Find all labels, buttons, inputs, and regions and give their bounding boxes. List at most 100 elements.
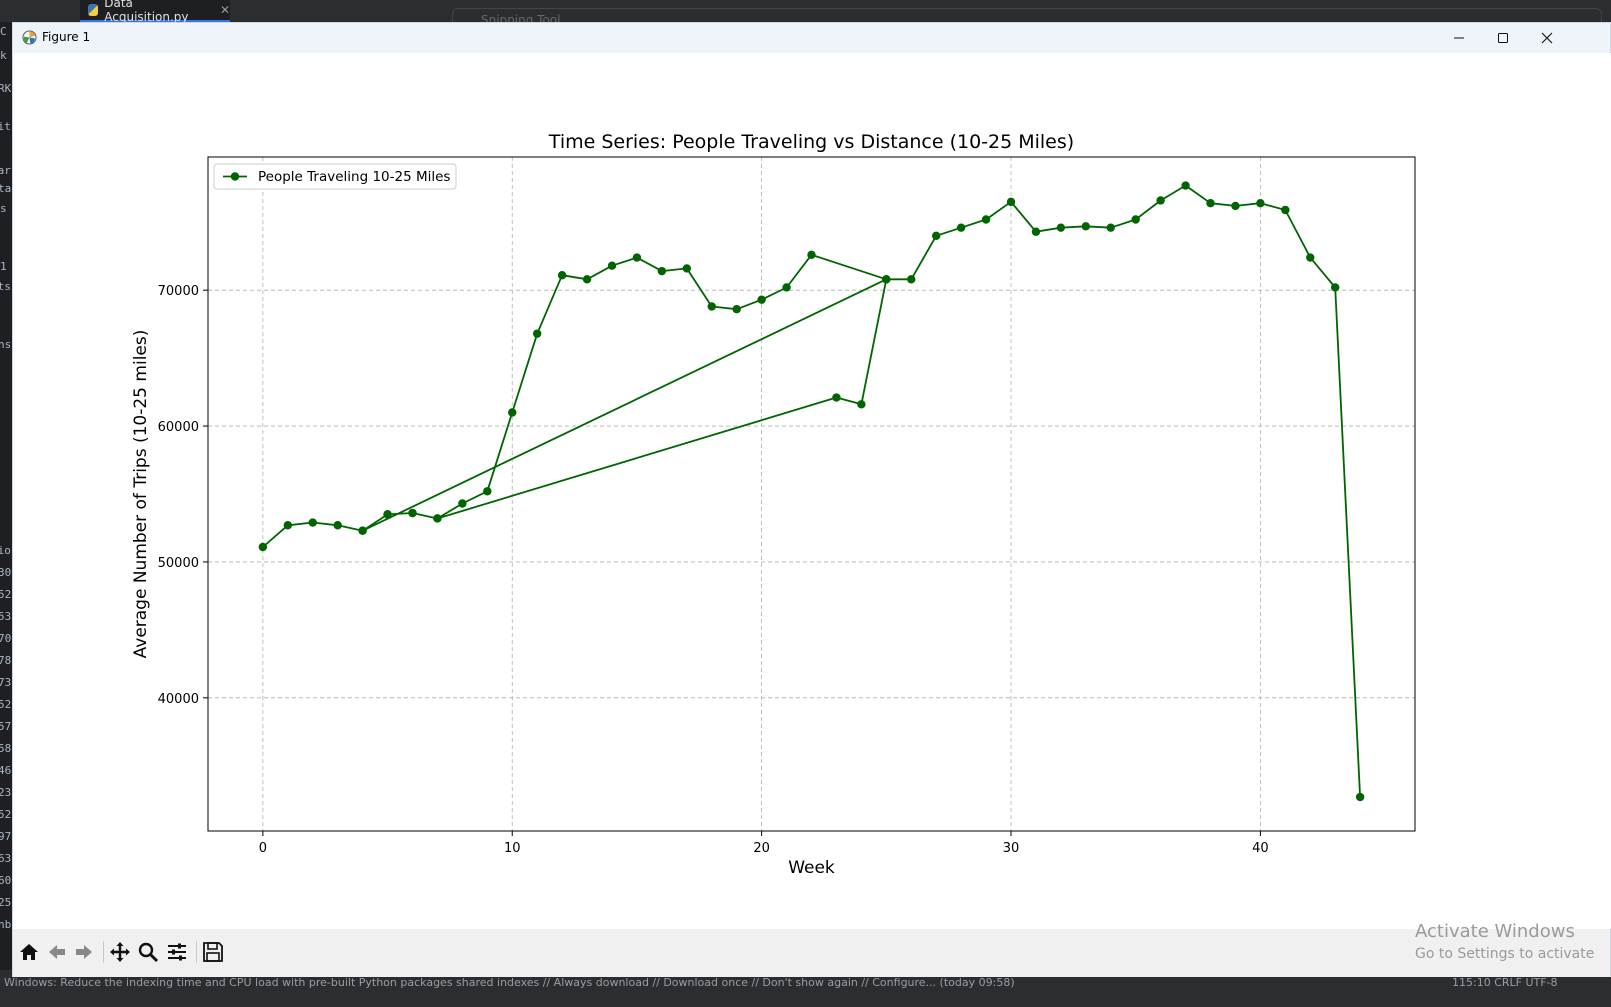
x-tick-label: 10 xyxy=(504,841,521,856)
data-point xyxy=(782,283,791,292)
editor-tab-active[interactable]: Data Acquisition.py ✕ xyxy=(80,0,230,24)
data-point xyxy=(707,302,716,311)
window-title: Figure 1 xyxy=(42,30,91,44)
ide-topbar: Data Acquisition.py ✕ Snipping Tool xyxy=(0,0,1611,27)
figure-window: Figure 1 0 10 20 30 40 40000 50000 60000 70000 Ti… xyxy=(12,22,1611,977)
maximize-button[interactable] xyxy=(1481,23,1525,53)
ide-code-fragment: ns xyxy=(0,338,12,351)
configure-subplots-icon xyxy=(168,943,186,961)
data-point xyxy=(1206,199,1215,208)
series-line xyxy=(262,184,1361,798)
ide-code-fragment: s xyxy=(0,202,7,215)
data-point xyxy=(807,250,816,260)
legend-marker xyxy=(230,172,240,181)
x-tick-label: 40 xyxy=(1252,841,1269,856)
back-button[interactable] xyxy=(44,939,70,965)
y-tick-label: 50000 xyxy=(158,556,199,571)
data-point xyxy=(956,223,966,232)
data-point xyxy=(832,393,841,402)
data-point xyxy=(1231,201,1240,211)
data-point xyxy=(1006,197,1016,207)
data-point xyxy=(333,521,342,530)
zoom-button[interactable] xyxy=(135,939,161,965)
ide-code-fragment: 53 xyxy=(0,610,12,623)
data-point xyxy=(907,275,916,284)
ide-code-fragment: 63 xyxy=(0,852,12,865)
data-point xyxy=(1106,223,1115,232)
data-point xyxy=(882,275,891,284)
zoom-icon xyxy=(138,942,159,963)
ide-code-fragment: 97 xyxy=(0,830,12,843)
ide-code-fragment: k xyxy=(0,49,7,62)
y-tick-label: 70000 xyxy=(158,284,199,299)
data-point xyxy=(358,526,367,535)
data-point xyxy=(1156,196,1165,205)
save-button[interactable] xyxy=(200,939,226,965)
data-point xyxy=(632,253,642,262)
ide-code-fragment: RK xyxy=(0,82,12,95)
configure-subplots-button[interactable] xyxy=(164,939,190,965)
data-point xyxy=(408,508,417,518)
forward-button[interactable] xyxy=(71,939,97,965)
toolbar-separator xyxy=(103,941,104,963)
figure-canvas[interactable]: 0 10 20 30 40 40000 50000 60000 70000 Time Series… xyxy=(13,53,1611,929)
data-point xyxy=(981,215,991,224)
legend-label: People Traveling 10-25 Miles xyxy=(258,169,450,185)
data-point xyxy=(1330,283,1340,292)
ide-status-right: 115:10 CRLF UTF-8 xyxy=(1452,976,1558,989)
ide-code-fragment: ta xyxy=(0,182,12,195)
data-point xyxy=(582,275,592,284)
data-point xyxy=(308,518,317,527)
home-button[interactable] xyxy=(16,939,42,965)
ide-code-fragment: 23 xyxy=(0,786,12,799)
ide-code-fragment: nb xyxy=(0,918,12,931)
data-point xyxy=(1031,227,1041,236)
data-point xyxy=(1281,205,1290,215)
data-point xyxy=(657,266,667,276)
axes-frame xyxy=(207,156,1416,832)
ide-left-panel: Ck RK sit tar ta s 1 cts ns tio 30 52 53 70 78 73 52 57 58… xyxy=(0,22,12,1007)
ide-code-fragment: 58 xyxy=(0,742,12,755)
ide-code-fragment: 1 xyxy=(0,260,7,273)
data-point xyxy=(1081,222,1091,231)
minimize-button[interactable] xyxy=(1437,23,1481,53)
matplotlib-app-icon xyxy=(22,30,37,45)
ide-code-fragment: 46 xyxy=(0,764,12,777)
data-point xyxy=(682,264,692,273)
back-icon xyxy=(49,945,65,959)
window-titlebar[interactable]: Figure 1 xyxy=(13,23,1610,53)
data-point xyxy=(732,304,741,314)
x-tick-label: 30 xyxy=(1003,841,1020,856)
data-point xyxy=(1256,199,1265,208)
y-tick-label: 40000 xyxy=(158,692,199,707)
data-point xyxy=(532,329,542,338)
home-icon xyxy=(20,944,38,960)
pan-button[interactable] xyxy=(107,939,133,965)
x-axis-label: Week xyxy=(788,858,835,878)
close-tab-icon[interactable]: ✕ xyxy=(219,3,230,17)
chart-title: Time Series: People Traveling vs Distanc… xyxy=(548,131,1074,153)
python-file-icon xyxy=(88,4,99,16)
ide-code-fragment: 60 xyxy=(0,874,12,887)
ide-code-fragment: 78 xyxy=(0,654,12,667)
data-point xyxy=(383,510,392,519)
data-point xyxy=(433,514,442,523)
data-point xyxy=(857,400,866,409)
maximize-icon xyxy=(1498,33,1508,43)
data-point xyxy=(1131,215,1140,224)
activate-windows-watermark: Activate Windows Go to Settings to activ… xyxy=(1415,921,1594,962)
data-point xyxy=(1355,792,1365,802)
data-point xyxy=(1306,253,1315,262)
forward-icon xyxy=(76,945,92,959)
ide-notification-text[interactable]: Windows: Reduce the indexing time and CP… xyxy=(4,976,1015,989)
close-icon xyxy=(1541,32,1553,44)
ide-code-fragment: 52 xyxy=(0,588,12,601)
ide-code-fragment: 52 xyxy=(0,698,12,711)
x-tick-label: 0 xyxy=(259,841,267,856)
x-tick-label: 20 xyxy=(753,841,770,856)
ide-code-fragment: 52 xyxy=(0,808,12,821)
close-button[interactable] xyxy=(1525,23,1569,53)
data-point xyxy=(931,231,941,241)
data-point xyxy=(483,487,492,496)
watermark-line1: Activate Windows xyxy=(1415,921,1575,942)
